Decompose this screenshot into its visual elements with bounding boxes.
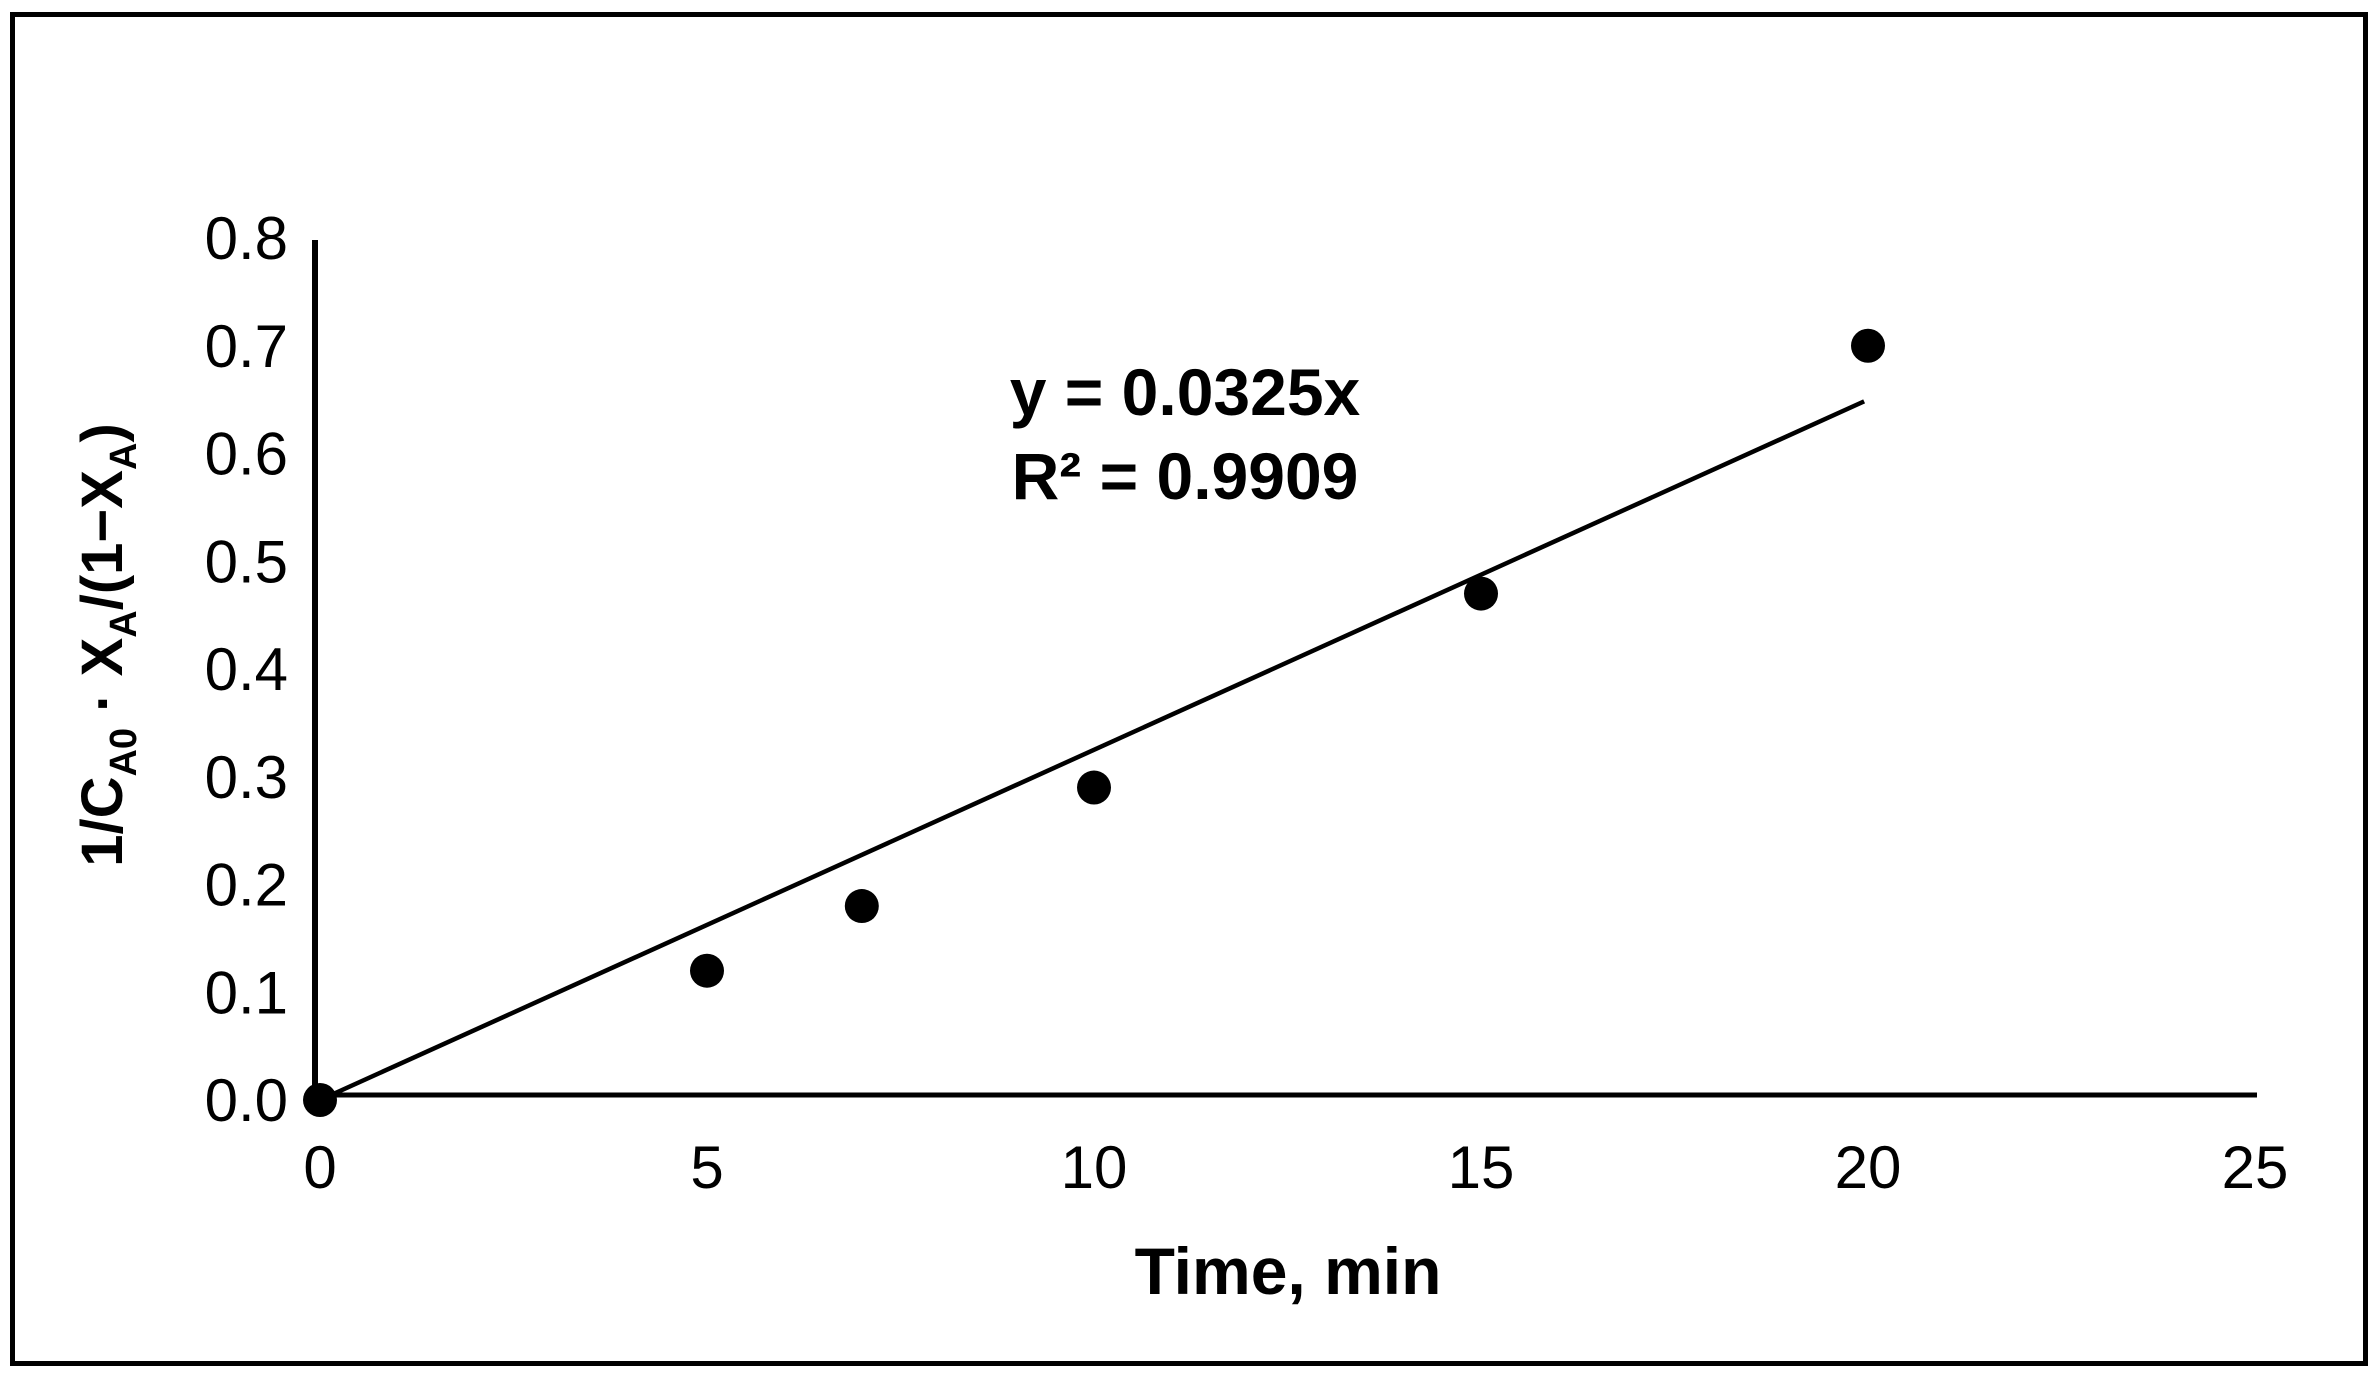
y-axis-title-text: · X: [70, 637, 135, 728]
x-tick-label: 15: [1448, 1134, 1515, 1201]
y-axis-title-text: 1/C: [70, 777, 135, 867]
data-points-group: [303, 328, 1885, 1117]
y-tick-label: 0.8: [205, 205, 288, 272]
y-tick-labels: 0.0 0.1 0.2 0.3 0.4 0.5 0.6 0.7 0.8: [205, 205, 288, 1134]
data-point: [303, 1083, 337, 1117]
y-axis-title-text: ): [70, 423, 135, 442]
chart-border: [10, 12, 2368, 1366]
y-tick-label: 0.4: [205, 636, 288, 703]
x-tick-labels: 0 5 10 15 20 25: [303, 1134, 2288, 1201]
x-axis-title: Time, min: [1135, 1234, 1442, 1308]
y-axis-title: 1/CA0 · XA/(1−XA): [70, 423, 145, 867]
trendline-group: [319, 399, 1866, 1103]
y-tick-label: 0.2: [205, 852, 288, 919]
y-axis-title-text: /(1−X: [70, 470, 135, 611]
trendline-equation: y = 0.0325x: [1010, 355, 1361, 429]
x-tick-label: 20: [1835, 1134, 1902, 1201]
data-point: [690, 953, 724, 988]
axes: [312, 240, 2257, 1098]
y-axis-title-subscript: A0: [103, 728, 145, 777]
x-tick-label: 25: [2222, 1134, 2289, 1201]
data-point: [844, 889, 879, 924]
y-tick-label: 0.5: [205, 528, 288, 595]
data-point: [1077, 770, 1111, 805]
y-tick-label: 0.3: [205, 744, 288, 811]
x-tick-label: 0: [303, 1134, 336, 1201]
y-tick-label: 0.1: [205, 959, 288, 1026]
y-tick-label: 0.6: [205, 421, 288, 488]
y-tick-label: 0.7: [205, 313, 288, 380]
r-squared-label: R² = 0.9909: [1012, 439, 1359, 513]
x-tick-label: 10: [1061, 1134, 1128, 1201]
data-point: [1464, 576, 1498, 611]
y-tick-label: 0.0: [205, 1067, 288, 1134]
x-tick-label: 5: [690, 1134, 723, 1201]
y-axis-title-subscript: A: [103, 443, 145, 470]
y-axis-title-subscript: A: [103, 610, 145, 637]
trendline: [319, 399, 1866, 1103]
data-point: [1851, 328, 1885, 363]
